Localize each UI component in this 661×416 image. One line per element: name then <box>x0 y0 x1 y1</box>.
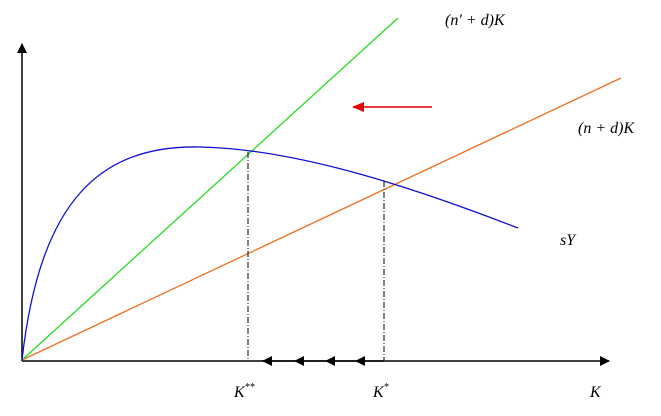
k-new-label: K** <box>233 382 255 401</box>
curve-label: sY <box>560 232 577 249</box>
low-depreciation-line <box>21 77 622 361</box>
high-line-label: (n′ + d)K <box>445 12 506 29</box>
high-depreciation-line <box>21 17 399 361</box>
transition-arrows <box>262 356 384 366</box>
k-old-label: K* <box>372 382 389 401</box>
savings-curve <box>21 146 519 361</box>
low-line-label: (n + d)K <box>578 120 635 137</box>
x-axis-label: K <box>589 384 602 401</box>
